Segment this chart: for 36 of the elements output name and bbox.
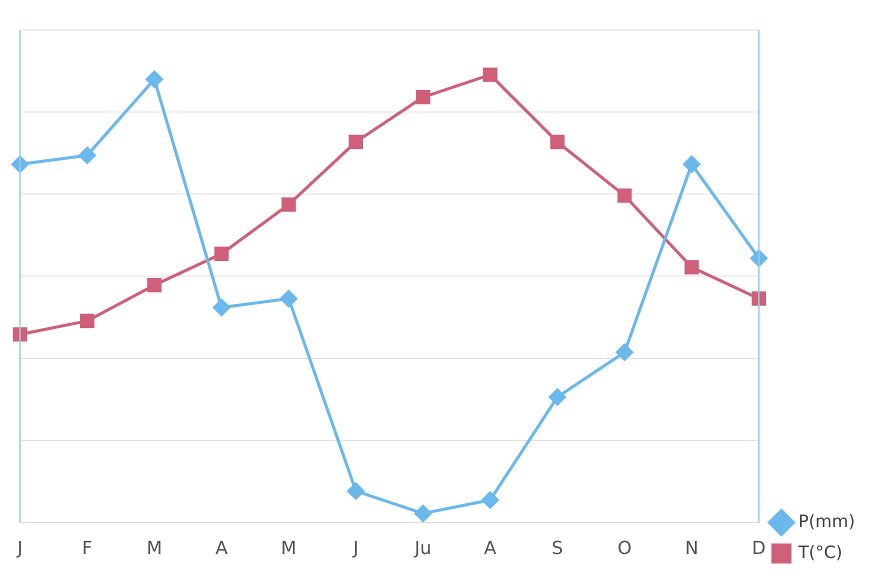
point [483, 68, 498, 82]
point [282, 197, 296, 212]
x-tick-label: M [146, 538, 162, 559]
point [348, 134, 364, 150]
x-tick-label: J [352, 538, 359, 559]
point [414, 504, 432, 522]
point [12, 327, 28, 342]
point [80, 314, 94, 328]
point [684, 260, 699, 274]
x-tick-label: O [617, 538, 632, 559]
x-tick-label: Ju [414, 538, 432, 559]
point [280, 290, 298, 308]
legend-label: P(mm) [798, 512, 856, 532]
x-tick-label: A [215, 538, 228, 559]
point [752, 291, 766, 306]
point [616, 344, 634, 361]
x-tick-label: F [82, 538, 92, 559]
x-tick-label: M [280, 538, 296, 559]
point [617, 188, 632, 203]
point [548, 388, 566, 406]
x-tick-label: D [752, 538, 766, 559]
point [347, 482, 364, 500]
point [482, 492, 499, 509]
x-tick-label: A [484, 538, 498, 559]
point [683, 156, 700, 173]
point [78, 146, 96, 164]
x-tick-label: N [684, 538, 698, 559]
point [550, 134, 565, 150]
point [147, 278, 162, 292]
x-tick-label: S [552, 538, 564, 559]
x-tick-label: J [16, 538, 23, 559]
point [146, 70, 163, 88]
point [416, 90, 430, 104]
legend-label: T(°C) [797, 542, 842, 563]
point [214, 246, 229, 261]
point [213, 299, 230, 316]
